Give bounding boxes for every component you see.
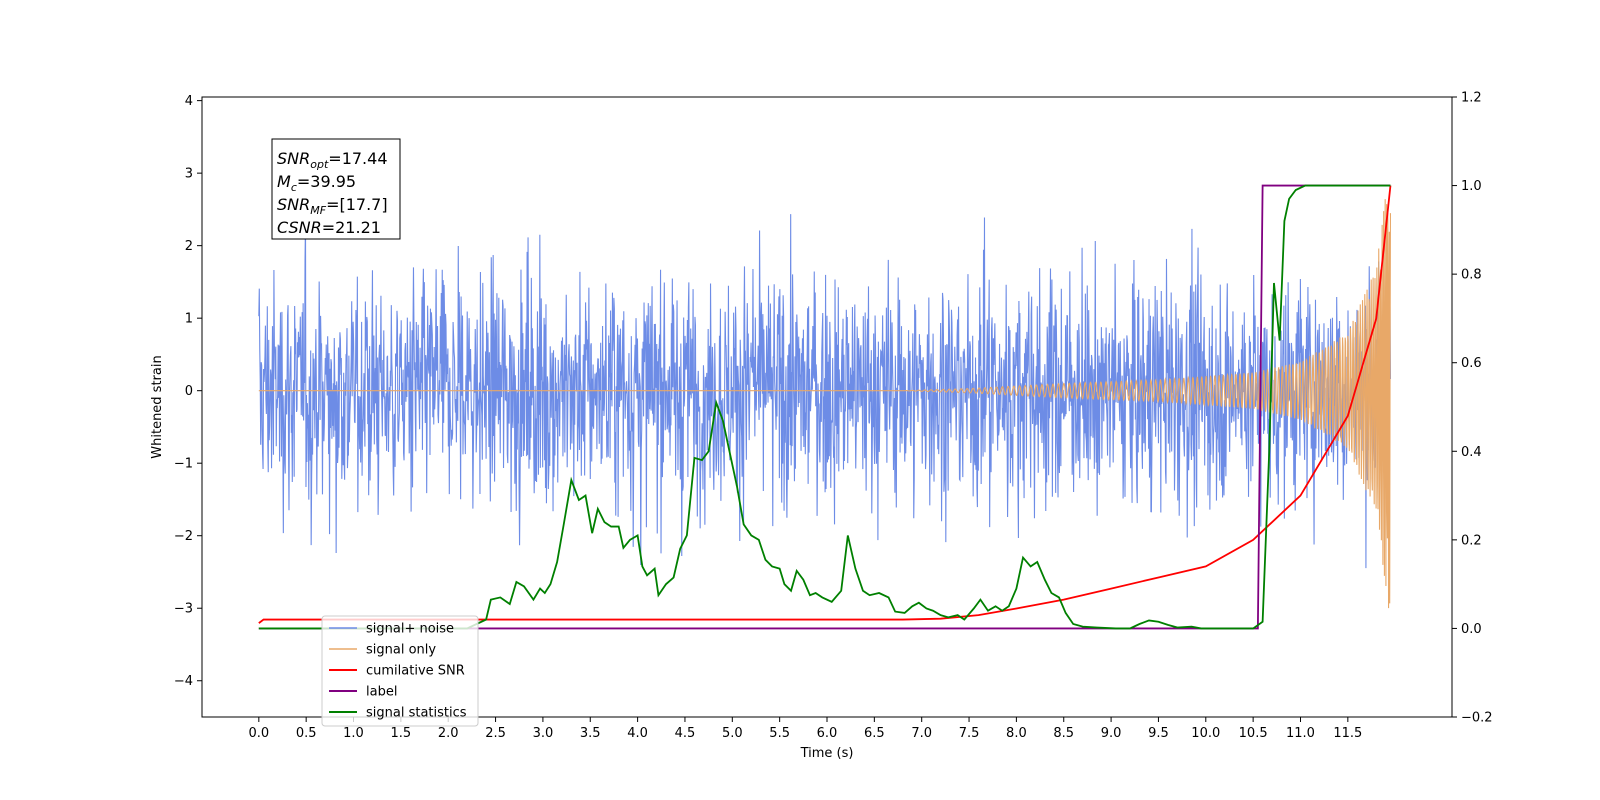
stats-box-frame [271, 138, 401, 240]
x-tick-label: 6.5 [864, 726, 885, 741]
series-signal-noise [258, 214, 1391, 569]
legend-entry: cumilative SNR [366, 664, 465, 679]
x-tick-label: 3.0 [533, 726, 554, 741]
x-tick-label: 0.5 [296, 726, 317, 741]
y-tick-label: 1 [185, 312, 193, 327]
y2-tick-label: 1.2 [1461, 91, 1482, 106]
legend-entry: signal+ noise [366, 622, 454, 637]
x-tick-label: 10.5 [1239, 726, 1268, 741]
y-tick-label: 3 [185, 167, 193, 182]
y-tick-label: −1 [174, 457, 193, 472]
x-tick-label: 11.0 [1286, 726, 1315, 741]
x-tick-label: 5.5 [769, 726, 790, 741]
x-tick-label: 9.0 [1101, 726, 1122, 741]
stats-line: CSNR=21.21 [277, 218, 381, 237]
x-tick-label: 1.0 [343, 726, 364, 741]
stats-line: SNRMF=[17.7] [277, 195, 388, 217]
y-axis-left: 4 3 2 1 0 −1 −2 −3 −4 [174, 94, 202, 689]
stats-line: SNRopt=17.44 [277, 149, 388, 171]
legend-frame [321, 615, 479, 727]
x-tick-label: 8.0 [1006, 726, 1027, 741]
y2-tick-label: 0.8 [1461, 268, 1482, 283]
y2-tick-label: −0.2 [1461, 711, 1493, 726]
y-tick-label: 4 [185, 94, 193, 109]
plot-area [258, 184, 1392, 630]
x-tick-label: 3.5 [580, 726, 601, 741]
y2-tick-label: 0.4 [1461, 445, 1482, 460]
y-axis-label: Whitened strain [150, 355, 165, 458]
y2-tick-label: 0.2 [1461, 533, 1482, 548]
y2-tick-label: 0.6 [1461, 356, 1482, 371]
stats-annotation-box: SNRopt=17.44Mc=39.95SNRMF=[17.7]CSNR=21.… [271, 138, 401, 240]
x-tick-label: 2.5 [485, 726, 506, 741]
x-tick-label: 2.0 [438, 726, 459, 741]
x-tick-label: 9.5 [1148, 726, 1169, 741]
y-tick-label: −4 [174, 674, 193, 689]
x-axis-label: Time (s) [800, 746, 854, 761]
legend-entry: signal only [366, 643, 436, 658]
x-tick-label: 11.5 [1333, 726, 1362, 741]
legend-entry: label [366, 685, 397, 700]
series-signal-only [258, 199, 1391, 609]
x-axis: 0.0 0.5 1.0 1.5 2.0 2.5 3.0 3.5 4.0 4.5 5.0 5.5 6.0 6… [248, 717, 1362, 741]
y2-tick-label: 0.0 [1461, 622, 1482, 637]
legend-entry: signal statistics [366, 706, 467, 721]
series-cumulative-snr [258, 185, 1392, 624]
y-tick-label: −3 [174, 602, 193, 617]
x-tick-label: 6.0 [817, 726, 838, 741]
x-tick-label: 4.0 [627, 726, 648, 741]
y-tick-label: 0 [185, 384, 193, 399]
x-tick-label: 0.0 [248, 726, 269, 741]
y-axis-right: 1.2 1.0 0.8 0.6 0.4 0.2 0.0 −0.2 [1452, 91, 1493, 726]
x-tick-label: 10.0 [1191, 726, 1220, 741]
x-tick-label: 1.5 [391, 726, 412, 741]
x-tick-label: 7.0 [911, 726, 932, 741]
x-tick-label: 8.5 [1053, 726, 1074, 741]
series-signal-statistics [258, 184, 1391, 630]
x-tick-label: 4.5 [675, 726, 696, 741]
y-tick-label: −2 [174, 529, 193, 544]
y2-tick-label: 1.0 [1461, 179, 1482, 194]
stats-line: Mc=39.95 [277, 172, 356, 194]
x-tick-label: 7.5 [959, 726, 980, 741]
y-tick-label: 2 [185, 239, 193, 254]
x-tick-label: 5.0 [722, 726, 743, 741]
legend: signal+ noise signal only cumilative SNR la… [321, 615, 479, 727]
